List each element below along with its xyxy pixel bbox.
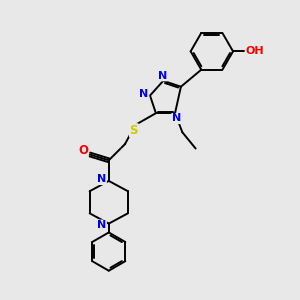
Text: N: N [158, 71, 167, 81]
Text: S: S [130, 124, 138, 137]
Text: N: N [140, 89, 149, 99]
Text: O: O [78, 144, 88, 158]
Text: N: N [97, 220, 106, 230]
Text: N: N [172, 113, 181, 124]
Text: OH: OH [245, 46, 264, 56]
Text: N: N [97, 174, 106, 184]
